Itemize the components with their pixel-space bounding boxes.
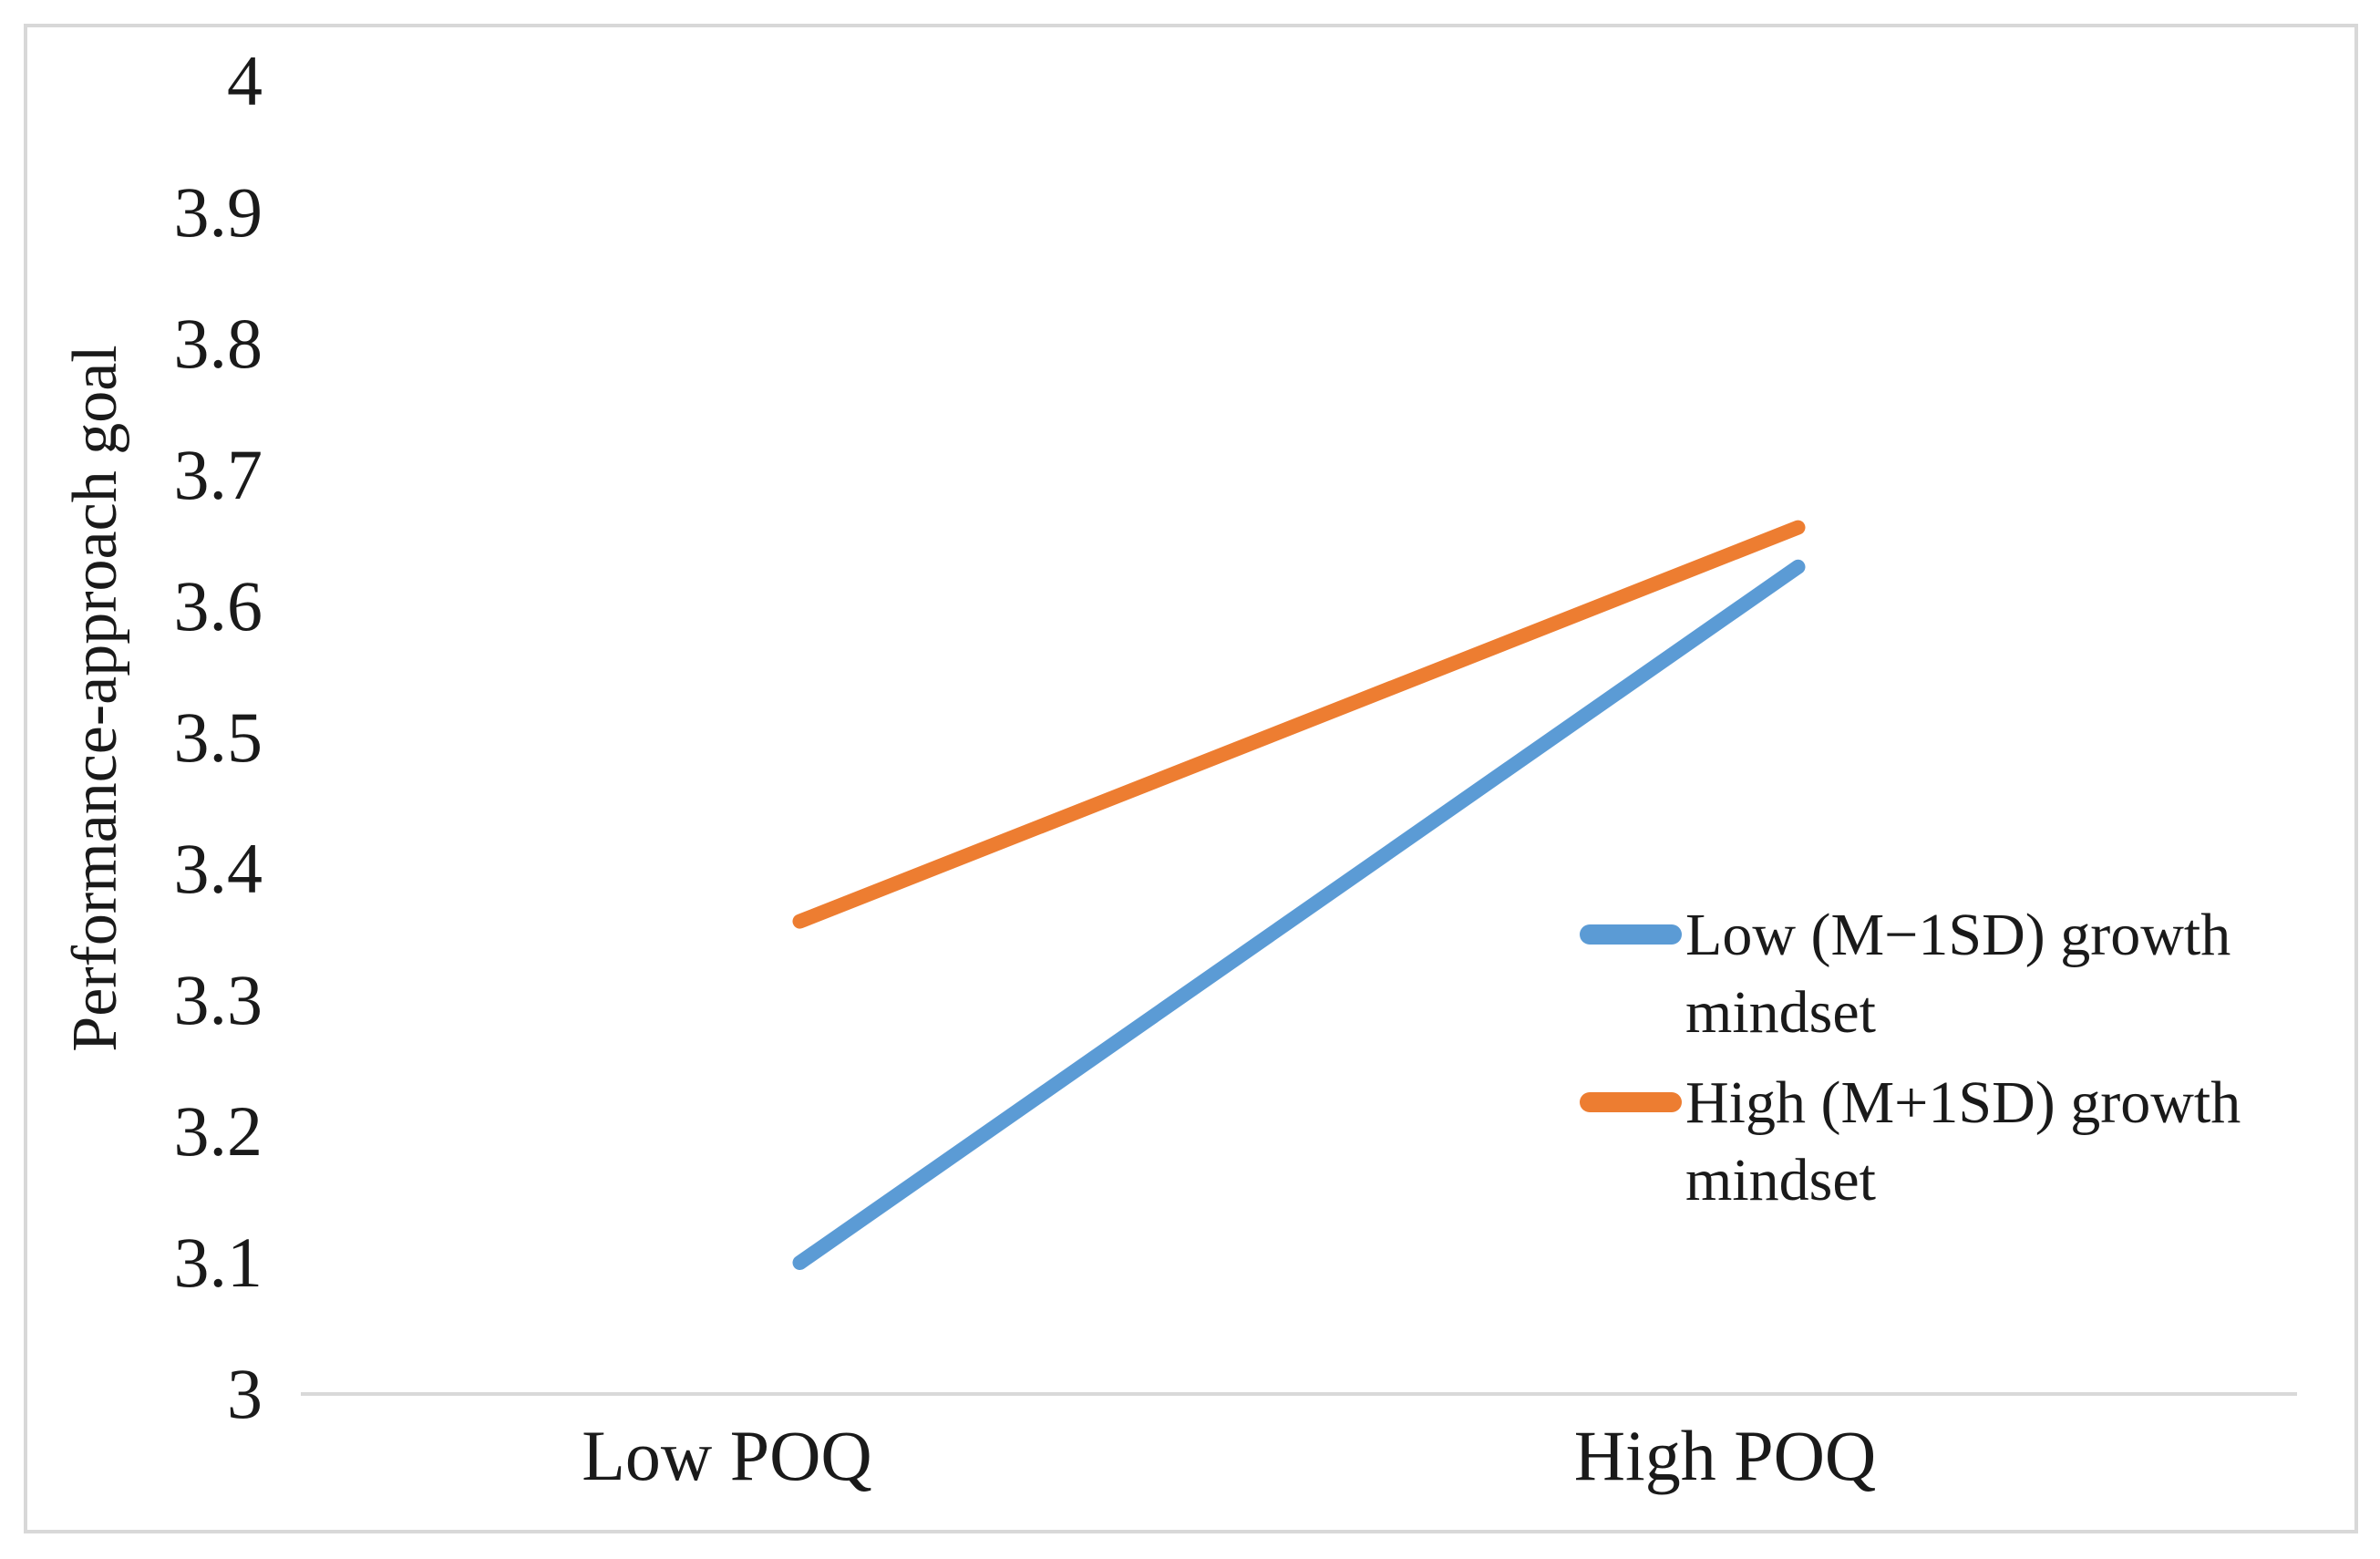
legend-item-low-growth-mindset: Low (M−1SD) growth mindset [1580, 896, 2287, 1051]
y-tick-label: 3.9 [173, 172, 263, 252]
y-tick-label: 3.2 [173, 1091, 263, 1171]
y-tick-label: 3.8 [173, 304, 263, 383]
y-tick-label: 3.5 [173, 697, 263, 777]
y-tick-label: 3.1 [173, 1223, 263, 1302]
legend: Low (M−1SD) growth mindset High (M+1SD) … [1580, 896, 2287, 1219]
legend-label: Low (M−1SD) growth mindset [1685, 902, 2231, 1046]
series-line-low-growth-mindset [792, 559, 1806, 1270]
figure-border [24, 24, 2358, 1533]
y-tick-label: 4 [227, 41, 263, 120]
legend-label: High (M+1SD) growth mindset [1685, 1069, 2241, 1213]
legend-line-swatch-blue [1580, 924, 1682, 945]
series-line-high-growth-mindset [792, 520, 1806, 929]
legend-item-high-growth-mindset: High (M+1SD) growth mindset [1580, 1064, 2287, 1219]
y-tick-label: 3 [227, 1354, 263, 1433]
x-category-label: High POQ [1573, 1416, 1877, 1495]
legend-line-swatch-orange [1580, 1092, 1682, 1112]
y-tick-label: 3.3 [173, 960, 263, 1039]
y-tick-label: 3.4 [173, 829, 263, 908]
y-tick-label: 3.6 [173, 566, 263, 645]
y-tick-label: 3.7 [173, 435, 263, 514]
x-category-label: Low POQ [582, 1416, 872, 1495]
